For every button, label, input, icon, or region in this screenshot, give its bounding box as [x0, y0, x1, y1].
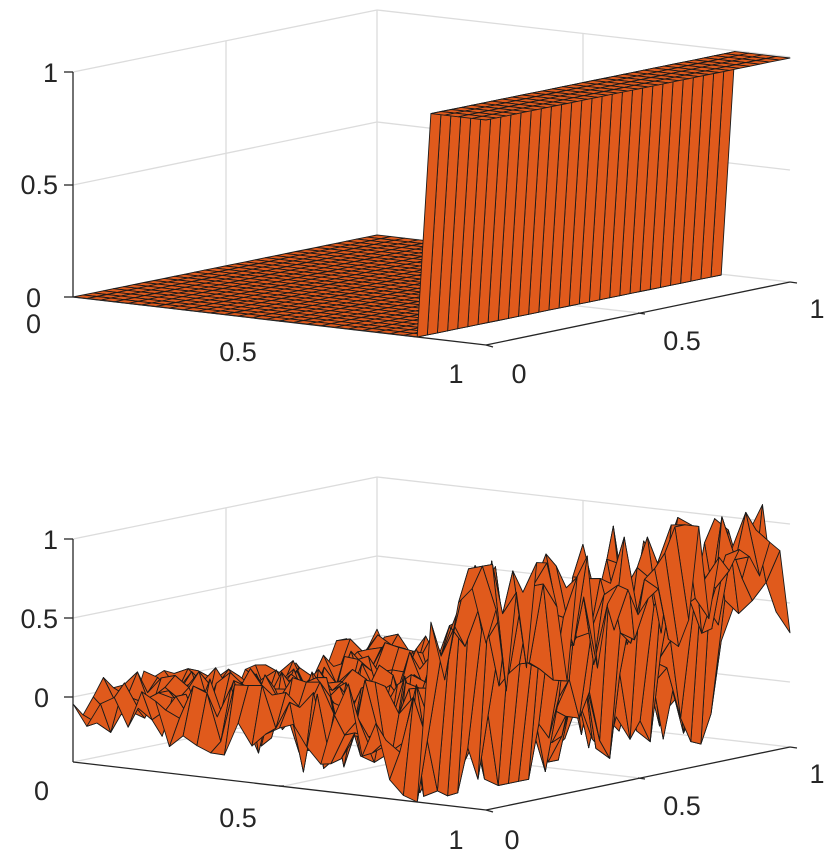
y-tick-0.5: 0.5 [663, 791, 701, 821]
x-tick-0: 0 [26, 309, 41, 339]
axes-lines [64, 538, 798, 813]
x-tick-0.5: 0.5 [219, 803, 257, 833]
x-tick-1: 1 [448, 359, 463, 389]
y-tick-1: 1 [809, 294, 824, 324]
y-tick-1: 1 [809, 759, 824, 789]
z-tick-0: 0 [26, 283, 41, 313]
surface-plot-noisy: 1 0.5 0 0 0.5 1 0 0.5 1 [20, 476, 825, 855]
y-tick-0: 0 [511, 359, 526, 389]
z-tick-1: 1 [43, 525, 58, 555]
surface-faces-noisy [72, 504, 791, 803]
x-tick-0.5: 0.5 [219, 337, 257, 367]
axes-lines [64, 71, 798, 348]
z-tick-1: 1 [43, 58, 58, 88]
y-tick-0.5: 0.5 [663, 326, 701, 356]
z-tick-0: 0 [34, 683, 49, 713]
surface-face [471, 565, 497, 644]
y-tick-0: 0 [504, 825, 519, 855]
tick-labels: 1 0.5 0 0 0.5 1 0 0.5 1 [20, 525, 824, 855]
tick-labels: 1 0.5 0 0 0.5 1 0 0.5 1 [20, 58, 824, 389]
z-tick-0.5: 0.5 [20, 604, 58, 634]
surface-faces-step [72, 51, 791, 338]
x-tick-1: 1 [448, 825, 463, 855]
x-tick-0: 0 [34, 776, 49, 806]
z-tick-0.5: 0.5 [20, 170, 58, 200]
surface-face [471, 115, 497, 121]
surface-plot-step: 1 0.5 0 0 0.5 1 0 0.5 1 [20, 9, 825, 389]
